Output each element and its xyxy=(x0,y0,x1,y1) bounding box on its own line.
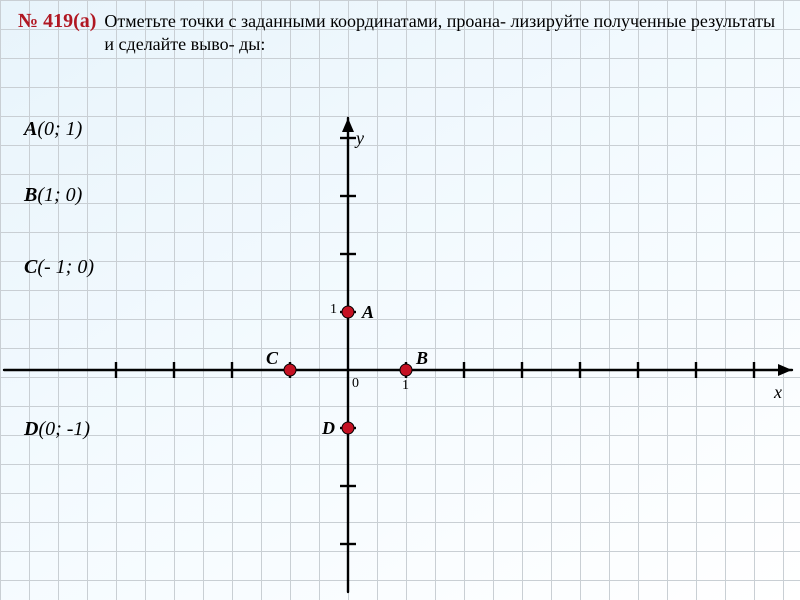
page: A B C D № 419(а) Отметьте точки с заданными… xyxy=(0,0,800,600)
task-text: Отметьте точки с заданными координатами,… xyxy=(104,10,782,55)
coordinate-grid: A B C D xyxy=(0,0,800,600)
point-b-label: B xyxy=(415,348,428,368)
header: № 419(а) Отметьте точки с заданными коор… xyxy=(18,10,782,55)
y-axis-label: y xyxy=(356,128,364,149)
point-c-label: C xyxy=(266,348,279,368)
point-spec-a: A(0; 1) xyxy=(24,118,82,141)
point-d-label: D xyxy=(321,418,335,438)
point-spec-d: D(0; -1) xyxy=(24,418,90,441)
problem-number: № 419(а) xyxy=(18,10,96,33)
tick-1-y: 1 xyxy=(330,302,337,318)
point-spec-b: B(1; 0) xyxy=(24,184,82,207)
tick-1-x: 1 xyxy=(402,378,409,394)
x-axis-label: x xyxy=(774,382,782,403)
origin-label: 0 xyxy=(352,376,359,392)
point-spec-c: C(- 1; 0) xyxy=(24,256,94,279)
point-a-label: A xyxy=(361,302,374,322)
